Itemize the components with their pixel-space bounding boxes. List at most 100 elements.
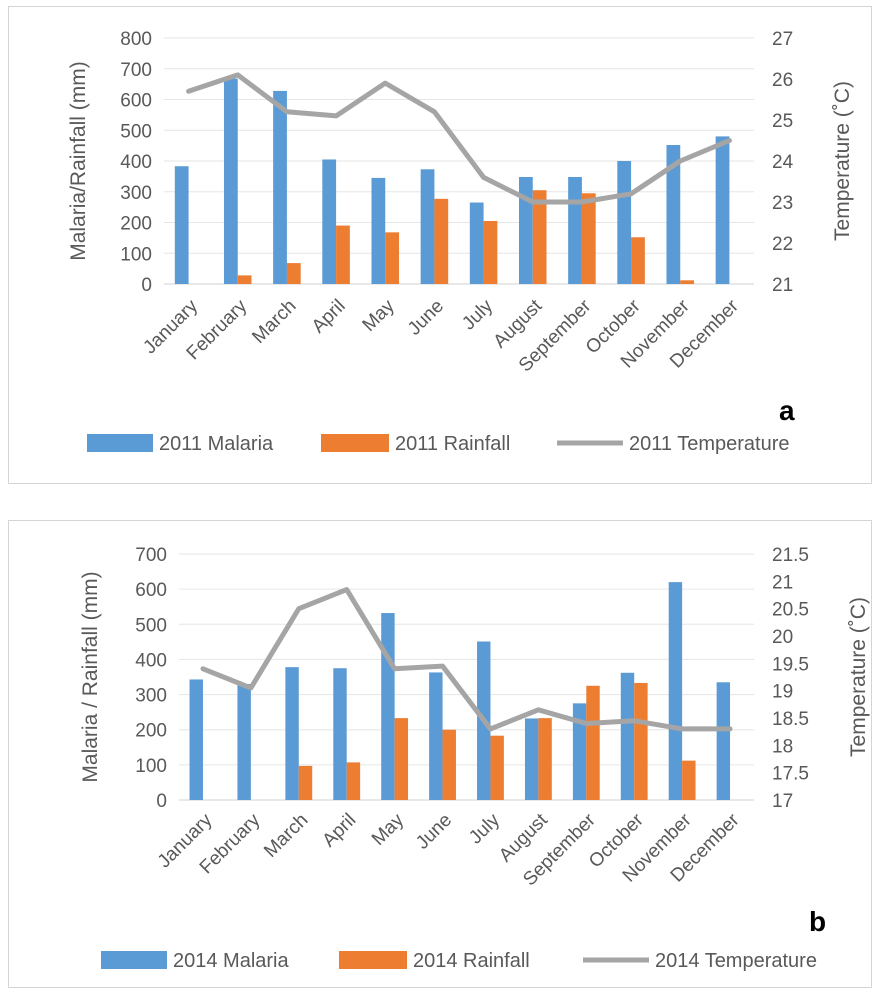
rainfall-bar (336, 225, 350, 284)
temperature-point (679, 160, 681, 162)
rainfall-bar (631, 237, 645, 284)
rainfall-bar (586, 685, 600, 800)
malaria-bar (429, 672, 443, 800)
rainfall-bar (385, 232, 400, 284)
legend-label: 2014 Temperature (655, 950, 817, 972)
temperature-point (286, 111, 288, 113)
rainfall-bar (532, 190, 547, 284)
chart-b-svg: 0 100 200 300 400 500 600 700 17 17.5 18 18.5 19 19.5… (79, 545, 870, 972)
legend-swatch (87, 434, 153, 452)
legend-label: 2014 Rainfall (413, 950, 530, 972)
y2-axis-title: Temperature (˚C) (831, 81, 854, 241)
temperature-point (489, 728, 491, 730)
malaria-bar (237, 684, 251, 800)
rainfall-bar (237, 275, 252, 284)
malaria-bar (333, 668, 347, 800)
temperature-point (237, 74, 239, 76)
y-tick-label: 100 (120, 244, 152, 265)
y2-tick-label: 18.5 (772, 709, 809, 730)
malaria-bar (322, 159, 337, 284)
temperature-line (200, 587, 733, 732)
rainfall-bar (298, 765, 313, 800)
y2-tick-label: 22 (772, 234, 793, 255)
legend-label: 2011 Malaria (159, 433, 274, 455)
x-tick-label: March (260, 810, 312, 862)
y2-tick-label: 19.5 (772, 654, 809, 675)
rainfall-bar (442, 729, 456, 800)
legend-swatch (321, 434, 389, 452)
chart-a-svg: 0 100 200 300 400 500 600 700 800 21 22 23 24 25 26 27 J… (67, 29, 854, 455)
y2-tick-label: 26 (772, 70, 793, 91)
x-tick-group: June (412, 810, 456, 854)
panel-letter: a (779, 395, 795, 426)
temperature-point (532, 201, 534, 203)
y-tick-label: 200 (135, 721, 167, 742)
malaria-bar (617, 161, 632, 284)
x-tick-group: July (458, 295, 497, 334)
y2-tick-label: 23 (772, 193, 793, 214)
y-tick-label: 300 (135, 686, 167, 707)
y-axis-title: Malaria / Rainfall (mm) (79, 571, 102, 782)
temperature-point (585, 722, 587, 724)
y-tick-label: 300 (120, 183, 152, 204)
rainfall-bar (483, 220, 498, 284)
x-tick-label: May (368, 809, 409, 850)
malaria-bar (273, 90, 287, 284)
malaria-bar (524, 718, 539, 800)
legend-label: 2011 Temperature (629, 433, 789, 455)
rainfall-bar (538, 718, 552, 800)
y2-axis-title: Temperature (˚C) (847, 597, 870, 757)
y-tick-label: 400 (135, 650, 167, 671)
y-axis-title: Malaria/Rainfall (mm) (67, 61, 90, 261)
malaria-bar (716, 682, 731, 800)
y-tick-label: 500 (120, 121, 152, 142)
rainfall-bar (680, 280, 695, 284)
rainfall-bar (394, 718, 409, 800)
temperature-point (729, 728, 731, 730)
legend-swatch (101, 951, 167, 969)
y-tick-label: 600 (120, 91, 152, 112)
rainfall-bar (434, 198, 449, 284)
legend-swatch (339, 951, 407, 969)
x-tick-group: May (359, 295, 400, 336)
legend-label: 2014 Malaria (173, 950, 290, 972)
x-tick-label: June (404, 296, 448, 340)
temperature-point (633, 720, 635, 722)
y-tick-label: 100 (135, 756, 167, 777)
y2-tick-label: 25 (772, 111, 793, 132)
temperature-point (483, 176, 485, 178)
x-tick-group: March (248, 296, 300, 348)
malaria-bar (420, 169, 435, 284)
y-tick-label: 0 (156, 791, 167, 812)
y-tick-label: 400 (120, 152, 152, 173)
temperature-point (250, 687, 252, 689)
temperature-point (188, 90, 190, 92)
malaria-bar (620, 672, 635, 800)
malaria-bar (572, 703, 587, 800)
temperature-point (681, 728, 683, 730)
temperature-point (335, 115, 337, 117)
y2-tick-label: 24 (772, 152, 794, 173)
y2-tick-label: 21 (772, 572, 793, 593)
legend-label: 2011 Rainfall (395, 433, 510, 455)
y2-tick-label: 19 (772, 682, 793, 703)
temperature-point (728, 140, 730, 141)
temperature-point (442, 665, 444, 667)
rainfall-bar (634, 682, 648, 800)
y-tick-label: 700 (135, 545, 167, 566)
malaria-bar (223, 78, 238, 284)
x-tick-label: June (412, 810, 456, 854)
x-tick-label: May (359, 295, 400, 336)
temperature-point (298, 608, 300, 610)
rainfall-bar (682, 760, 696, 800)
temperature-point (630, 193, 632, 195)
malaria-bar (189, 679, 203, 800)
temperature-point (202, 668, 204, 670)
x-tick-label: April (308, 296, 350, 338)
temperature-point (394, 668, 396, 670)
malaria-bar (285, 667, 299, 800)
y-tick-label: 700 (120, 60, 152, 81)
x-tick-label: March (248, 296, 300, 348)
x-tick-group: April (319, 810, 361, 852)
y-tick-label: 800 (120, 29, 152, 50)
